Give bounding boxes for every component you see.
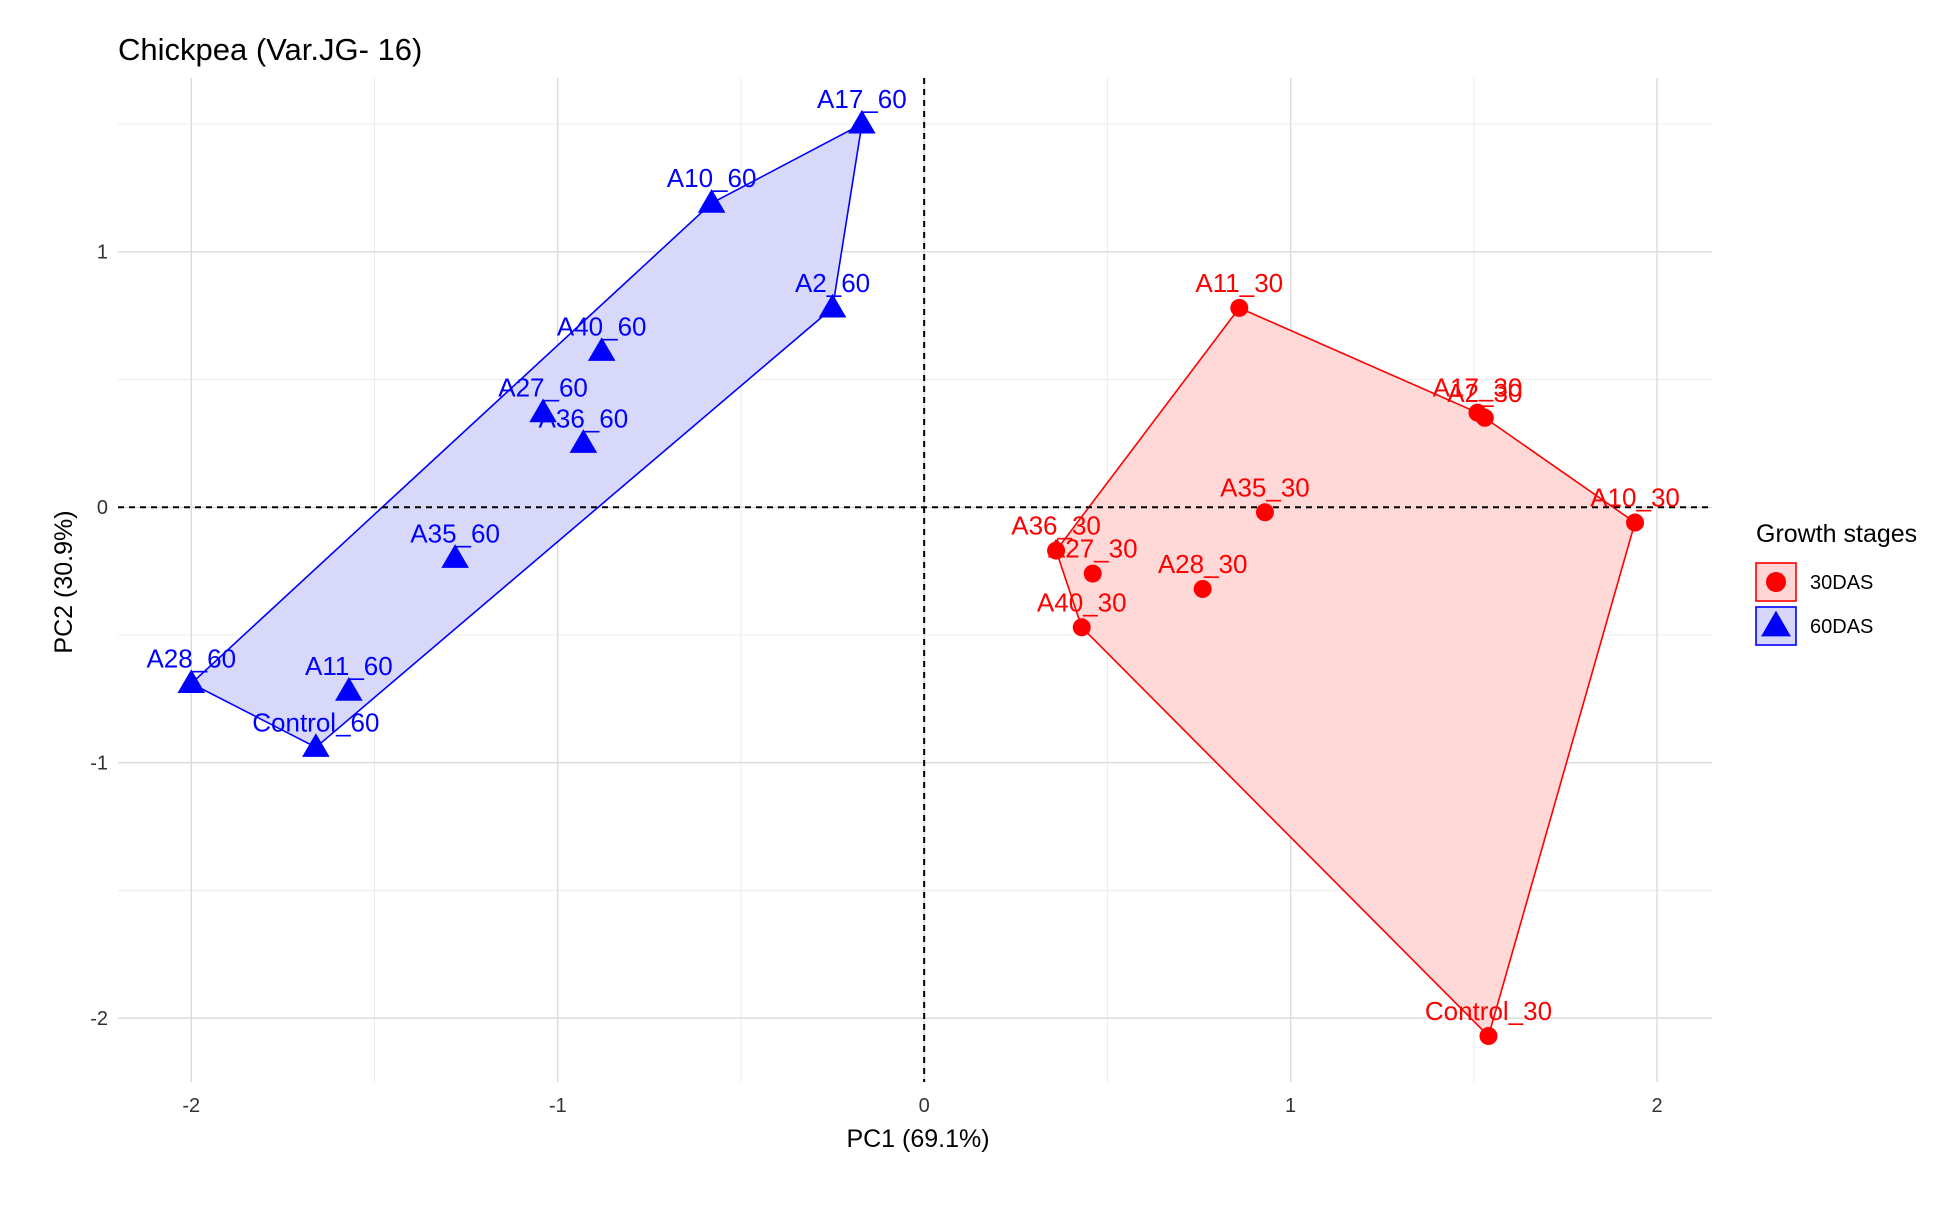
- point-A35_60: [441, 544, 469, 568]
- legend-marker-60DAS: [1761, 610, 1791, 637]
- legend-marker-30DAS: [1766, 572, 1786, 592]
- point-A11_30: [1230, 298, 1249, 317]
- point-A2_30: [1475, 408, 1494, 427]
- y-tick-label: -1: [90, 753, 108, 775]
- point-label-A35_60: A35_60: [410, 518, 500, 548]
- legend-label-60DAS: 60DAS: [1810, 616, 1873, 638]
- x-tick-label: -1: [549, 1095, 567, 1117]
- point-A35_30: [1255, 503, 1274, 522]
- point-A40_30: [1072, 618, 1091, 637]
- point-A36_30: [1047, 541, 1066, 560]
- data-points: [177, 109, 1645, 1046]
- point-label-A17_60: A17_60: [817, 84, 907, 114]
- point-label-A11_30: A11_30: [1195, 268, 1283, 298]
- point-Control_30: [1479, 1027, 1498, 1046]
- point-label-Control_60: Control_60: [252, 707, 379, 737]
- point-label-A40_30: A40_30: [1037, 587, 1127, 617]
- point-label-A36_60: A36_60: [539, 403, 629, 433]
- point-label-A10_30: A10_30: [1590, 483, 1680, 513]
- legend-label-30DAS: 30DAS: [1810, 572, 1873, 594]
- group-hulls: [189, 122, 1636, 1038]
- point-label-A27_60: A27_60: [498, 373, 588, 403]
- point-A27_60: [529, 398, 557, 423]
- point-label-A17_30: A17_30: [1433, 373, 1523, 403]
- y-tick-label: -2: [90, 1008, 108, 1030]
- point-label-A35_30: A35_30: [1220, 472, 1310, 502]
- point-label-A27_30: A27_30: [1048, 534, 1138, 564]
- x-tick-label: -2: [182, 1095, 200, 1117]
- point-A10_60: [697, 189, 726, 213]
- y-axis-title: PC2 (30.9%): [50, 510, 78, 653]
- point-A28_30: [1193, 579, 1212, 598]
- hull-30DAS: [1055, 306, 1636, 1038]
- point-A17_60: [848, 109, 876, 134]
- x-axis-title: PC1 (69.1%): [846, 1125, 989, 1153]
- legend: Growth stages 30DAS 60DAS: [1755, 520, 1917, 646]
- point-label-A36_30: A36_30: [1011, 511, 1101, 541]
- point-label-A28_60: A28_60: [146, 643, 236, 673]
- chart-title: Chickpea (Var.JG- 16): [118, 32, 422, 67]
- x-tick-label: 1: [1285, 1095, 1296, 1117]
- point-A2_60: [818, 293, 847, 318]
- point-Control_60: [302, 733, 330, 757]
- y-tick-label: 0: [97, 497, 108, 519]
- point-A10_30: [1626, 513, 1645, 532]
- y-tick-label: 1: [97, 242, 108, 264]
- axes: -2 -1 0 1 2 -2 -1 0 1: [90, 242, 1662, 1117]
- point-label-Control_30: Control_30: [1425, 996, 1552, 1026]
- point-label-A2_30: A2_30: [1447, 378, 1522, 408]
- point-A27_30: [1083, 564, 1102, 583]
- point-A28_60: [177, 669, 206, 694]
- point-A11_60: [335, 676, 363, 701]
- legend-title: Growth stages: [1756, 520, 1917, 548]
- point-label-A11_60: A11_60: [305, 651, 393, 681]
- point-label-A28_30: A28_30: [1158, 549, 1248, 579]
- x-tick-label: 2: [1651, 1095, 1662, 1117]
- point-A40_60: [587, 337, 616, 361]
- x-tick-label: 0: [919, 1095, 930, 1117]
- point-label-A2_60: A2_60: [795, 268, 870, 298]
- point-label-A40_60: A40_60: [557, 311, 647, 341]
- point-label-A10_60: A10_60: [667, 163, 757, 193]
- reference-lines: [118, 78, 1712, 1082]
- hull-60DAS: [189, 122, 863, 749]
- point-A36_60: [569, 429, 598, 453]
